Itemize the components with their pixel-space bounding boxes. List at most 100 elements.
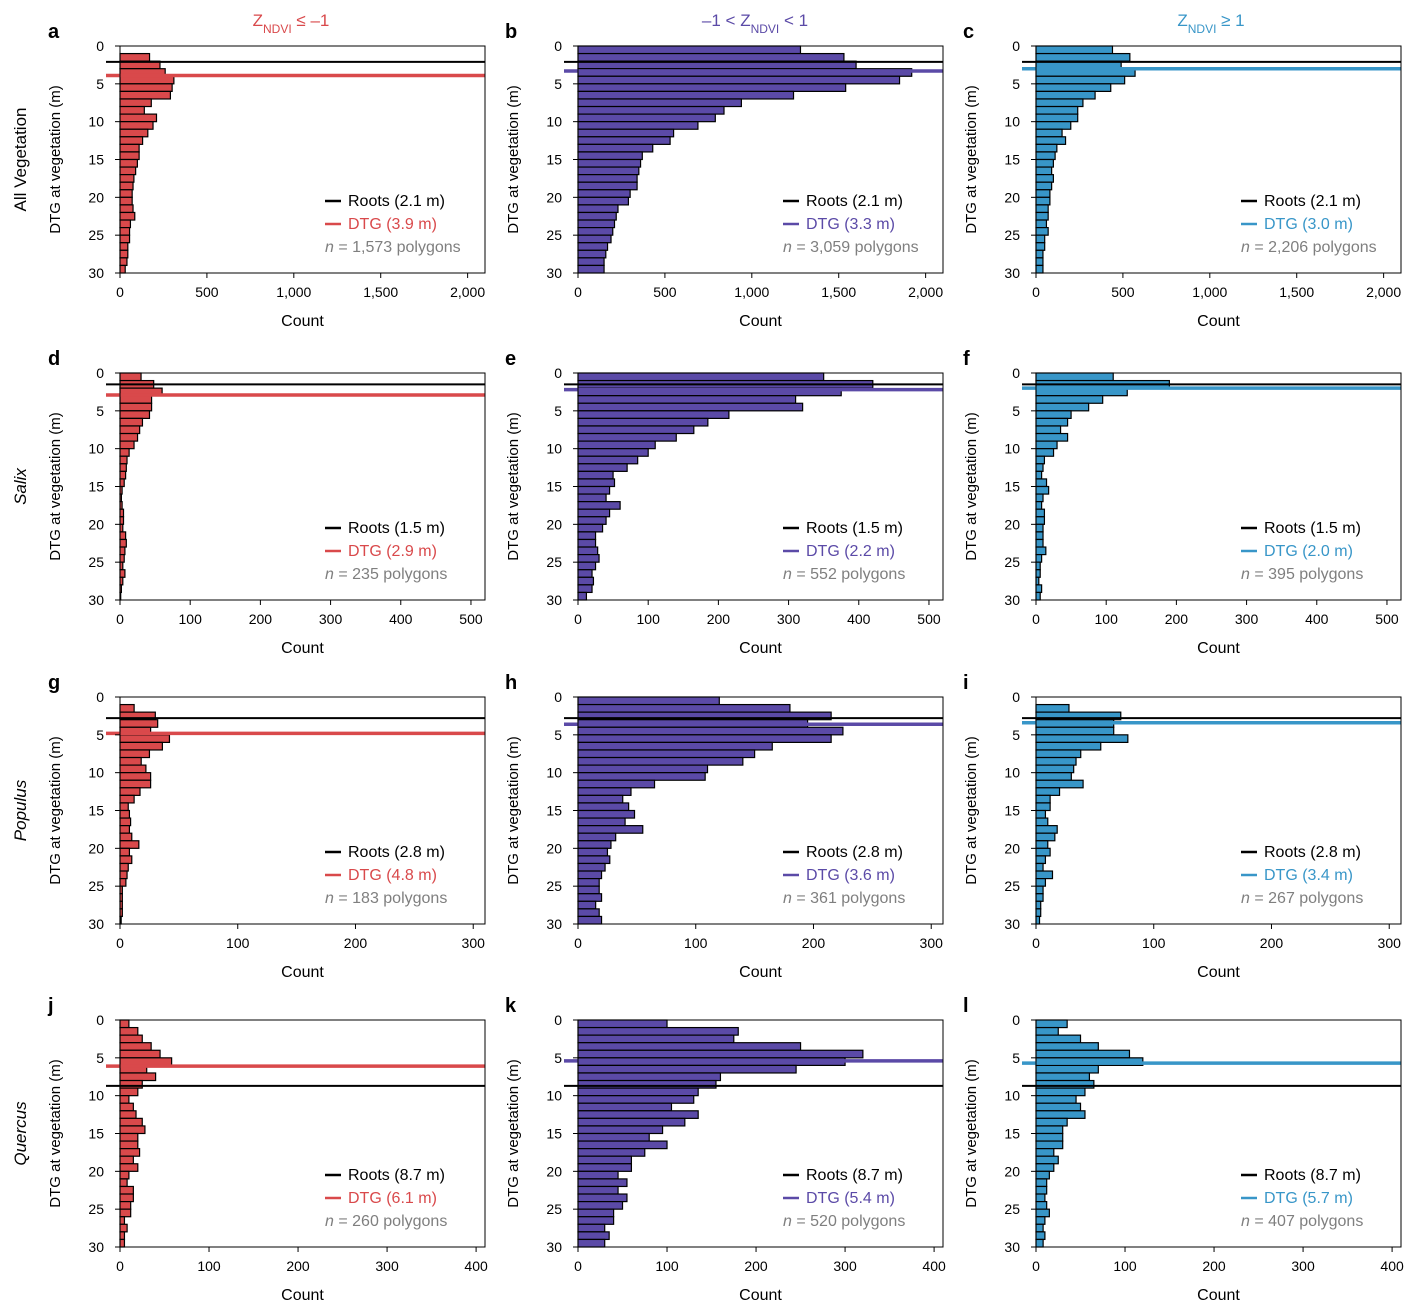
header-text: Z [1177,11,1187,30]
y-tick-label: 25 [88,1201,104,1217]
legend-dtg-label: DTG (5.4 m) [806,1190,895,1207]
x-tick-label: 0 [116,611,124,627]
legend-dtg-label: DTG (5.7 m) [1264,1190,1353,1207]
histogram-bar [577,425,695,435]
histogram-bar [577,908,600,918]
x-axis-label: Count [281,964,324,981]
y-tick-label: 10 [1004,1088,1020,1104]
histogram-bar [1035,591,1041,601]
histogram-bar [1035,257,1044,267]
y-tick-label: 30 [88,916,104,932]
y-tick-label: 25 [546,554,562,570]
y-tick-label: 25 [1004,554,1020,570]
y-tick-label: 15 [546,1126,562,1142]
histogram-bar [1035,136,1067,145]
x-tick-label: 400 [1305,611,1329,627]
histogram-bar [577,915,603,925]
histogram-bar [577,249,607,259]
histogram-bar [1035,249,1044,259]
legend-n-symbol: n [783,1213,792,1230]
panel-letter: l [963,995,969,1017]
histogram-bar [577,372,825,382]
histogram-bar [577,779,656,789]
histogram-bar [119,136,144,145]
legend-n-symbol: n [1241,566,1250,583]
histogram-bar [577,523,604,533]
legend-roots-label: Roots (1.5 m) [806,520,903,537]
legend-n-label: n = 235 polygons [325,566,447,583]
histogram-bar [577,591,588,601]
y-tick-label: 20 [1004,189,1020,205]
histogram-bar [119,211,136,221]
x-tick-label: 300 [1291,1258,1315,1274]
histogram-bar [1035,395,1104,404]
histogram-bar [1035,764,1075,774]
header-text: ≤ –1 [292,11,330,30]
histogram-bar [577,1042,802,1051]
y-axis-label: DTG at vegetation (m) [47,736,64,884]
histogram-bar [1035,1223,1044,1233]
histogram-bar [577,794,624,804]
histogram-bar [119,219,132,229]
histogram-bar [577,448,649,457]
histogram-bar [577,113,716,123]
x-tick-label: 100 [637,611,661,627]
y-tick-label: 20 [1004,1163,1020,1179]
histogram-bar [577,45,802,55]
histogram-bar [1035,1132,1064,1142]
histogram-bar [577,417,709,427]
legend-n-count: = 552 polygons [792,566,905,583]
y-tick-label: 0 [554,38,562,54]
histogram-bar [1035,741,1102,751]
y-tick-label: 30 [546,1239,562,1255]
x-tick-label: 0 [1032,1258,1040,1274]
histogram-bar [119,128,149,138]
legend-n-label: n = 552 polygons [783,566,905,583]
legend-n-count: = 520 polygons [792,1213,905,1230]
x-tick-label: 400 [922,1258,946,1274]
histogram-bar [119,1223,128,1233]
histogram-bar [119,425,141,435]
histogram-bar [119,719,159,728]
histogram-bar [119,463,127,472]
histogram-bar [1035,470,1043,480]
legend-roots-label: Roots (1.5 m) [1264,520,1361,537]
histogram-bar [1035,425,1062,435]
x-tick-label: 0 [116,1258,124,1274]
histogram-bar [577,128,675,138]
histogram-bar [119,840,140,849]
histogram-bar [1035,432,1069,442]
legend-dtg-label: DTG (6.1 m) [348,1190,437,1207]
histogram-bar [1035,1042,1099,1051]
y-tick-label: 0 [1012,1012,1020,1028]
histogram-bar [577,703,791,713]
legend-roots-label: Roots (2.8 m) [806,844,903,861]
histogram-bar [577,1193,628,1203]
x-tick-label: 0 [1032,611,1040,627]
legend-n-count: = 407 polygons [1250,1213,1363,1230]
histogram-bar [1035,402,1090,412]
histogram-bar [1035,219,1048,229]
histogram-bar [577,576,595,586]
y-tick-label: 20 [546,516,562,532]
x-tick-label: 0 [1032,935,1040,951]
x-tick-label: 2,000 [1366,284,1401,300]
y-axis-label: DTG at vegetation (m) [963,1059,980,1207]
histogram-bar [577,862,606,872]
histogram-bar [119,402,153,412]
histogram-bar [119,234,131,244]
histogram-bar [119,113,158,123]
histogram-bar [577,227,614,236]
histogram-bar [1035,128,1063,138]
histogram-bar [577,885,600,895]
histogram-bar [577,726,844,736]
histogram-bar [119,478,125,488]
histogram-bar [119,1216,126,1225]
histogram-bar [1035,45,1114,55]
panel-letter: h [505,672,517,694]
histogram-bar [1035,516,1046,525]
y-tick-label: 0 [554,365,562,381]
y-axis-label: DTG at vegetation (m) [505,736,522,884]
